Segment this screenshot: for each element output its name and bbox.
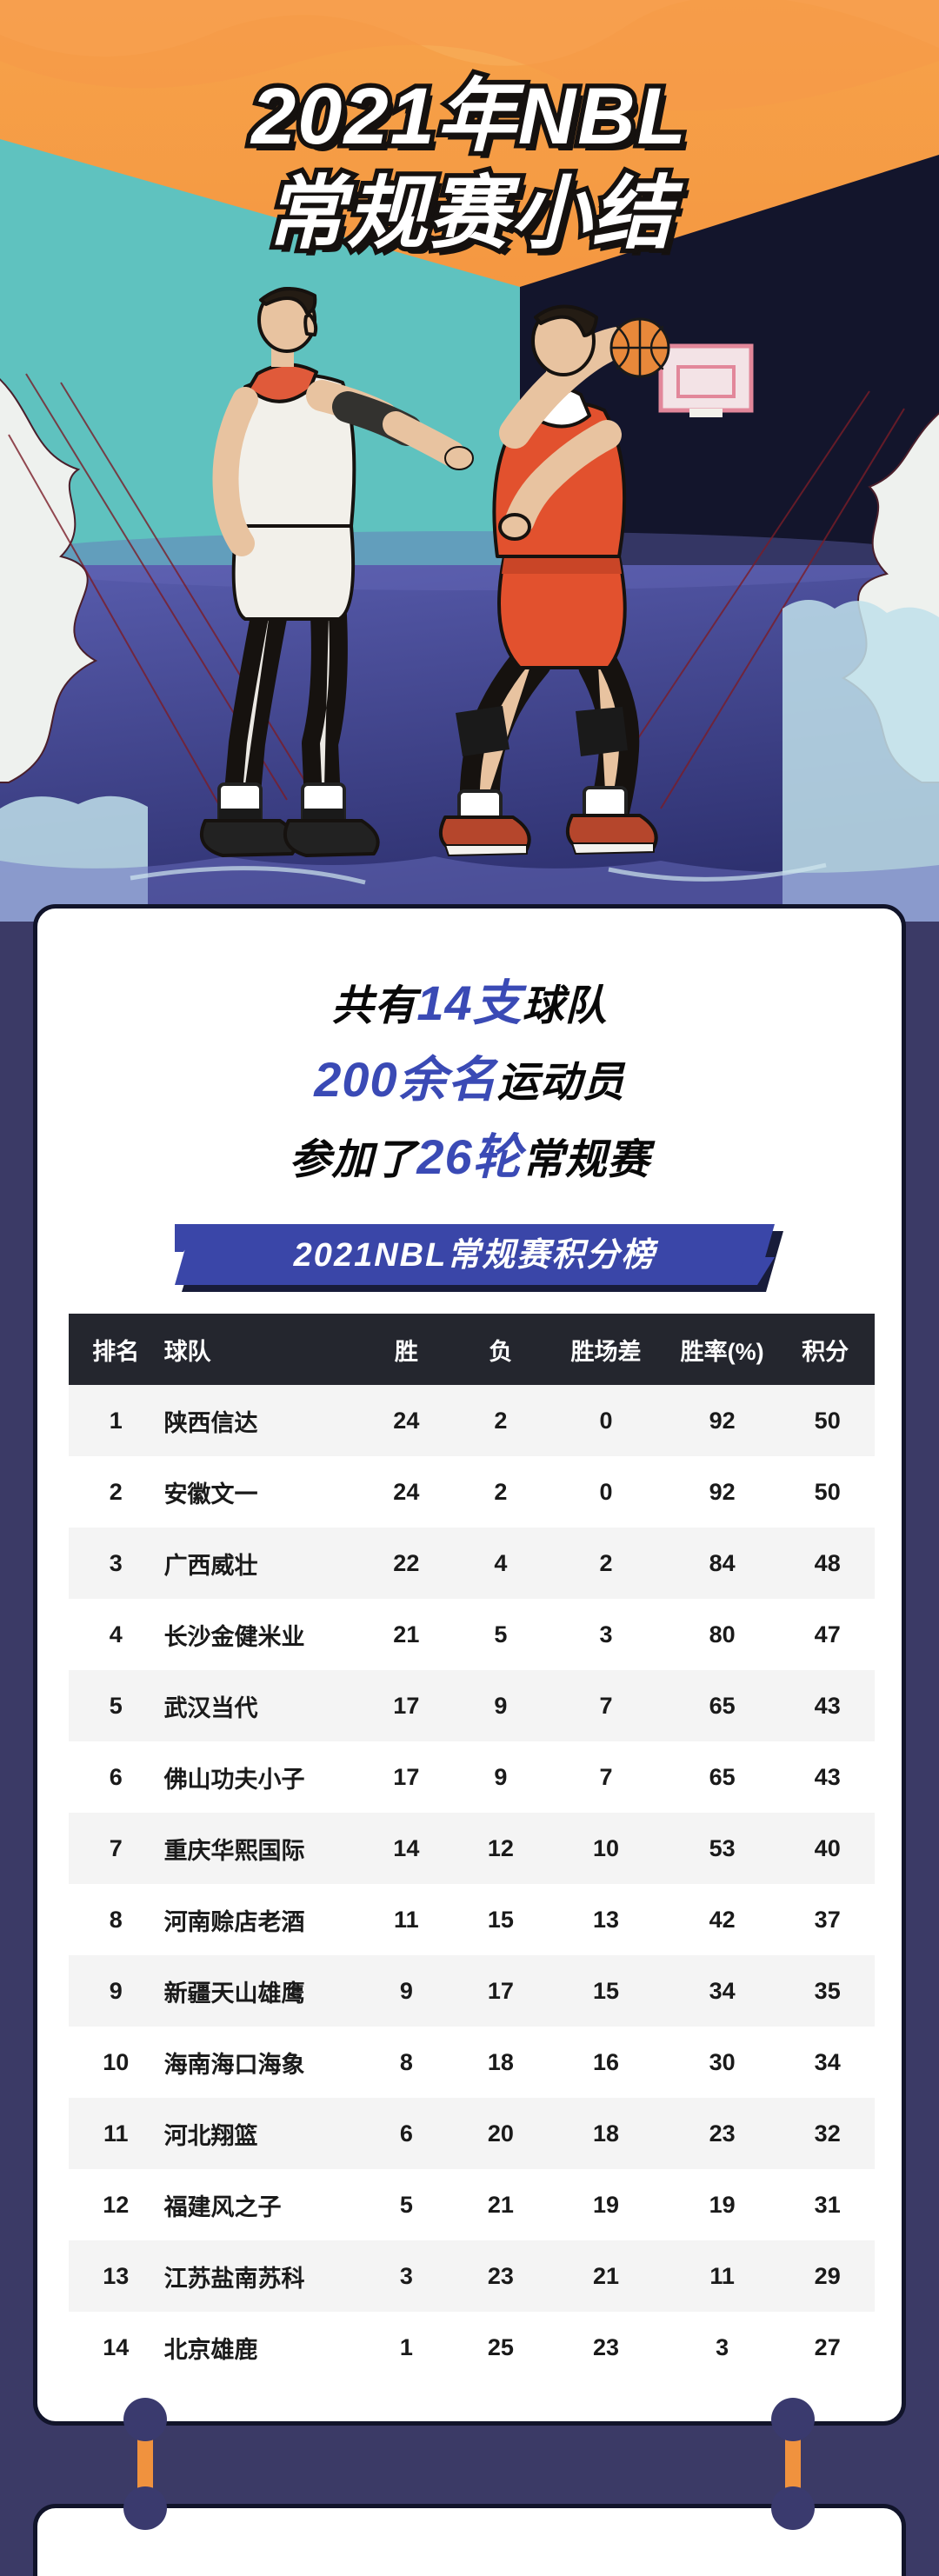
svg-text:2021NBL常规赛积分榜: 2021NBL常规赛积分榜 <box>293 1237 660 1274</box>
